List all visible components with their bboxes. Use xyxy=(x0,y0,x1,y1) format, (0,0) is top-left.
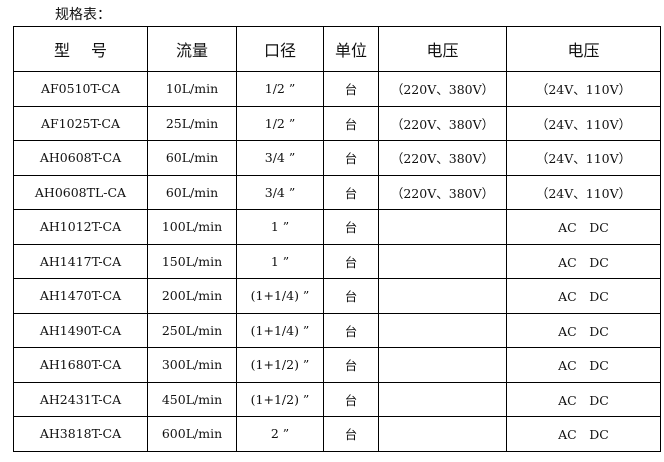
cell-port-size: (1+1/4) ” xyxy=(236,312,324,348)
header-voltage-ac: 电压 xyxy=(378,26,507,72)
cell-port-size: 3/4 ” xyxy=(236,174,324,210)
table-row: AH0608TL-CA 60L/min 3/4 ” 台（220V、380V） （24V、… xyxy=(13,174,661,210)
cell-port-size: (1+1/2) ” xyxy=(236,347,324,383)
table-row: AH1470T-CA 200L/min (1+1/4) ” 台 AC DC xyxy=(13,278,661,314)
cell-voltage-dc: AC DC xyxy=(506,347,661,383)
cell-flow: 60L/min xyxy=(147,140,237,176)
cell-unit: 台 xyxy=(323,174,379,210)
cell-unit: 台 xyxy=(323,312,379,348)
cell-voltage-dc: AC DC xyxy=(506,312,661,348)
cell-flow: 300L/min xyxy=(147,347,237,383)
table-row: AH2431T-CA 450L/min (1+1/2) ” 台 AC DC xyxy=(13,381,661,417)
cell-voltage-ac: （220V、380V） xyxy=(378,140,507,176)
cell-voltage-dc: （24V、110V） xyxy=(506,174,661,210)
cell-port-size: (1+1/4) ” xyxy=(236,278,324,314)
cell-voltage-ac xyxy=(378,209,507,245)
header-row: 型 号流量 口径 单位 电压 电压 xyxy=(13,26,661,72)
cell-voltage-ac: （220V、380V） xyxy=(378,71,507,107)
cell-voltage-ac xyxy=(378,347,507,383)
cell-model: AH1490T-CA xyxy=(13,312,148,348)
cell-voltage-ac xyxy=(378,278,507,314)
cell-unit: 台 xyxy=(323,105,379,141)
cell-voltage-dc: AC DC xyxy=(506,416,661,452)
cell-model: AH0608TL-CA xyxy=(13,174,148,210)
cell-voltage-dc: （24V、110V） xyxy=(506,71,661,107)
cell-voltage-dc: AC DC xyxy=(506,278,661,314)
cell-model: AH2431T-CA xyxy=(13,381,148,417)
cell-unit: 台 xyxy=(323,71,379,107)
table-row: AH0608T-CA 60L/min 3/4 ” 台（220V、380V） （24V、1… xyxy=(13,140,661,176)
cell-flow: 250L/min xyxy=(147,312,237,348)
cell-model: AH3818T-CA xyxy=(13,416,148,452)
table-caption: 规格表： xyxy=(55,7,111,23)
cell-flow: 25L/min xyxy=(147,105,237,141)
cell-voltage-ac: （220V、380V） xyxy=(378,105,507,141)
cell-port-size: 1/2 ” xyxy=(236,105,324,141)
cell-model: AH1012T-CA xyxy=(13,209,148,245)
table-row: AH3818T-CA 600L/min 2 ” 台 AC DC xyxy=(13,416,661,452)
table-row: AF0510T-CA 10L/min 1/2 ” 台（220V、380V） （24V、1… xyxy=(13,71,661,107)
cell-flow: 450L/min xyxy=(147,381,237,417)
cell-port-size: (1+1/2) ” xyxy=(236,381,324,417)
cell-flow: 600L/min xyxy=(147,416,237,452)
cell-port-size: 1 ” xyxy=(236,243,324,279)
cell-unit: 台 xyxy=(323,416,379,452)
cell-unit: 台 xyxy=(323,209,379,245)
table-row: AH1012T-CA 100L/min 1 ” 台 AC DC xyxy=(13,209,661,245)
cell-voltage-dc: AC DC xyxy=(506,243,661,279)
cell-port-size: 2 ” xyxy=(236,416,324,452)
table-row: AH1490T-CA 250L/min (1+1/4) ” 台 AC DC xyxy=(13,312,661,348)
cell-voltage-dc: （24V、110V） xyxy=(506,140,661,176)
cell-flow: 150L/min xyxy=(147,243,237,279)
cell-model: AH1680T-CA xyxy=(13,347,148,383)
cell-voltage-ac xyxy=(378,381,507,417)
cell-flow: 100L/min xyxy=(147,209,237,245)
cell-voltage-ac xyxy=(378,312,507,348)
header-unit: 单位 xyxy=(323,26,379,72)
header-flow: 流量 xyxy=(147,26,237,72)
cell-voltage-dc: AC DC xyxy=(506,381,661,417)
cell-model: AH0608T-CA xyxy=(13,140,148,176)
cell-voltage-dc: （24V、110V） xyxy=(506,105,661,141)
cell-voltage-ac: （220V、380V） xyxy=(378,174,507,210)
table-row: AH1680T-CA 300L/min (1+1/2) ” 台 AC DC xyxy=(13,347,661,383)
cell-model: AH1470T-CA xyxy=(13,278,148,314)
header-model: 型 号 xyxy=(13,26,148,72)
table-row: AH1417T-CA 150L/min 1 ” 台 AC DC xyxy=(13,243,661,279)
cell-flow: 10L/min xyxy=(147,71,237,107)
cell-unit: 台 xyxy=(323,140,379,176)
cell-unit: 台 xyxy=(323,243,379,279)
table-row: AF1025T-CA 25L/min 1/2 ” 台（220V、380V） （24V、1… xyxy=(13,105,661,141)
cell-unit: 台 xyxy=(323,381,379,417)
cell-model: AF1025T-CA xyxy=(13,105,148,141)
cell-model: AH1417T-CA xyxy=(13,243,148,279)
cell-flow: 200L/min xyxy=(147,278,237,314)
header-port-size: 口径 xyxy=(236,26,324,72)
cell-model: AF0510T-CA xyxy=(13,71,148,107)
cell-flow: 60L/min xyxy=(147,174,237,210)
cell-voltage-ac xyxy=(378,243,507,279)
cell-unit: 台 xyxy=(323,347,379,383)
cell-port-size: 1/2 ” xyxy=(236,71,324,107)
header-voltage-dc: 电压 xyxy=(506,26,661,72)
spec-table: 型 号流量 口径 单位 电压 电压 AF0510T-CA 10L/min 1/2 ” 台（22… xyxy=(13,26,661,452)
cell-unit: 台 xyxy=(323,278,379,314)
cell-voltage-dc: AC DC xyxy=(506,209,661,245)
cell-port-size: 1 ” xyxy=(236,209,324,245)
cell-voltage-ac xyxy=(378,416,507,452)
cell-port-size: 3/4 ” xyxy=(236,140,324,176)
